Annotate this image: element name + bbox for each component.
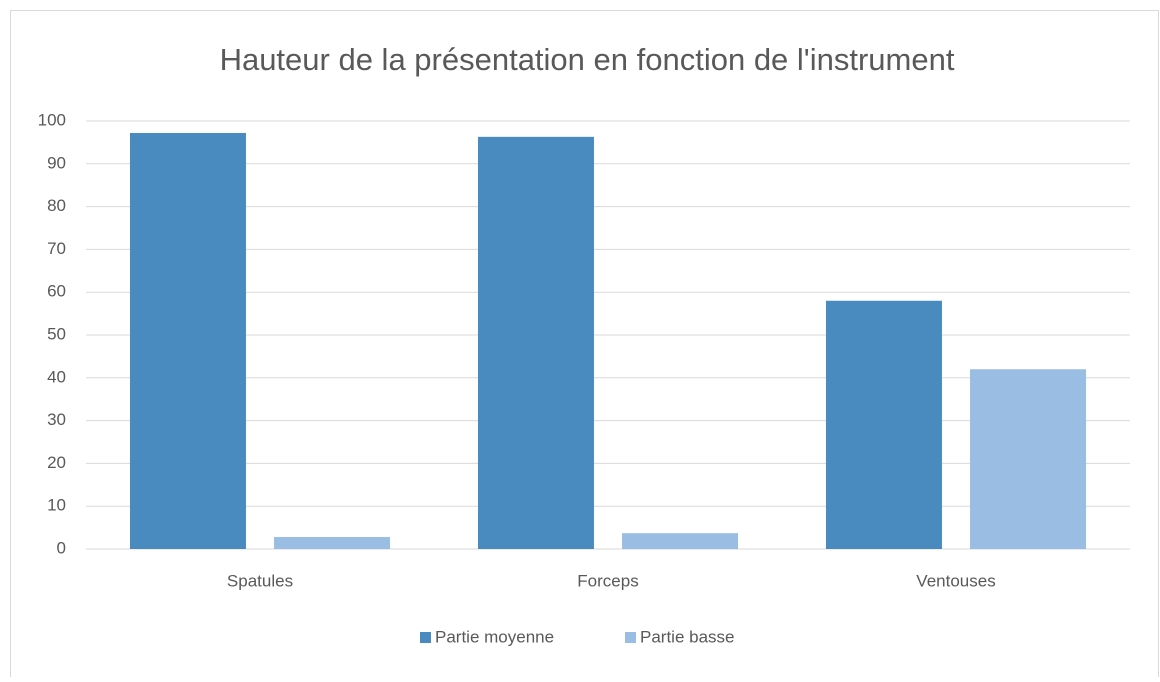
legend-swatch bbox=[420, 632, 431, 643]
x-tick-label: Ventouses bbox=[916, 571, 995, 590]
y-tick-label: 60 bbox=[47, 282, 66, 301]
chart-frame bbox=[10, 10, 1159, 682]
legend-label: Partie basse bbox=[640, 627, 735, 646]
y-tick-label: 30 bbox=[47, 410, 66, 429]
y-tick-label: 90 bbox=[47, 153, 66, 172]
y-tick-label: 20 bbox=[47, 453, 66, 472]
bar bbox=[970, 369, 1087, 549]
y-tick-label: 10 bbox=[47, 496, 66, 515]
legend-label: Partie moyenne bbox=[435, 627, 554, 646]
y-tick-label: 40 bbox=[47, 367, 66, 386]
y-tick-label: 50 bbox=[47, 324, 66, 343]
bar bbox=[622, 533, 739, 549]
bar bbox=[477, 136, 594, 549]
chart-title: Hauteur de la présentation en fonction d… bbox=[220, 42, 955, 77]
legend-swatch bbox=[625, 632, 636, 643]
bar bbox=[274, 537, 391, 549]
y-tick-label: 80 bbox=[47, 196, 66, 215]
x-tick-label: Forceps bbox=[577, 571, 638, 590]
x-tick-label: Spatules bbox=[227, 571, 293, 590]
y-tick-label: 0 bbox=[57, 538, 66, 557]
y-tick-label: 100 bbox=[38, 110, 66, 129]
bar bbox=[825, 300, 942, 549]
y-tick-label: 70 bbox=[47, 239, 66, 258]
bar bbox=[129, 132, 246, 549]
